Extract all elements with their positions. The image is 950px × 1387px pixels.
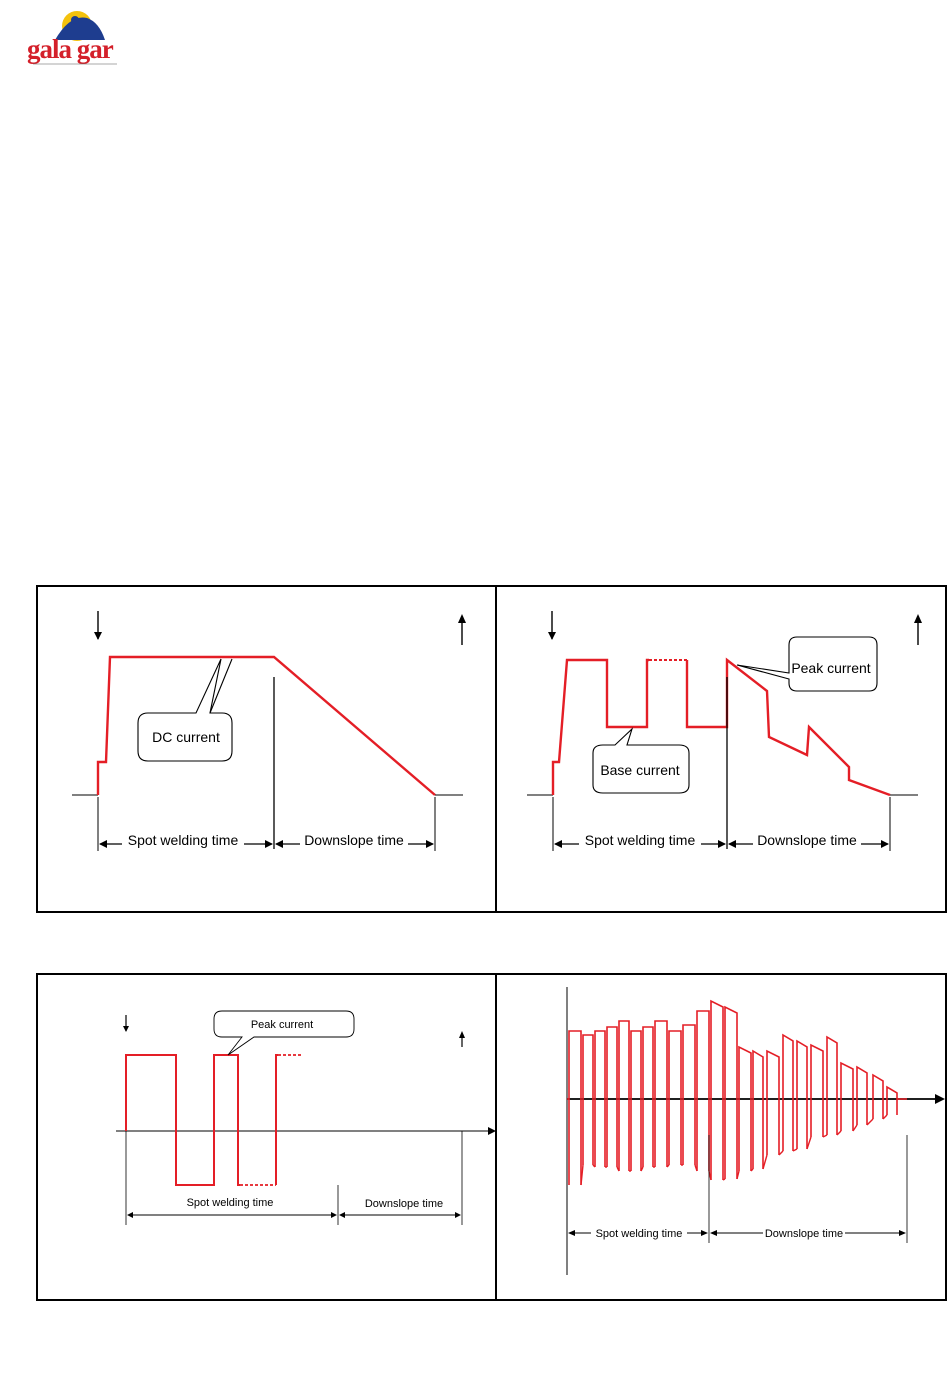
downslope-time-label: Downslope time [765,1228,843,1240]
base-current-callout: Base current [592,727,690,794]
panel-ac-spot: Spot welding time Downslope time Peak cu… [36,973,497,1301]
mix-current-segment [722,1178,726,1181]
ac-current-waveform-2 [275,1054,278,1185]
downslope-time-label: Downslope time [757,832,857,848]
mix-current-segment [792,1148,798,1152]
mix-current-waveform [567,999,907,1186]
mix-current-segment [882,1114,888,1120]
logo-text: gala gar [27,34,114,64]
mix-current-path [567,999,907,1185]
stop-arrow-icon [459,1031,465,1047]
start-arrow-icon [548,611,556,640]
start-arrow-icon [123,1015,129,1032]
mix-current-segment [806,1136,812,1150]
mix-current-segment [822,1134,828,1138]
pulsed-current-waveform [551,658,649,795]
dc-spot-diagram: Spot welding time Downslope time DC curr… [72,611,466,851]
ac-spot-diagram: Spot welding time Downslope time Peak cu… [116,1010,496,1225]
pulsed-spot-diagram: Spot welding time Downslope time Peak cu… [527,611,922,851]
spot-welding-time-label: Spot welding time [596,1228,683,1240]
start-arrow-icon [94,611,102,640]
mix-current-segment [736,1170,740,1180]
pulsed-current-waveform-2 [685,657,891,797]
spot-welding-time-label: Spot welding time [128,832,239,848]
mix-current-segment [778,1150,784,1156]
spot-welding-time-label: Spot welding time [187,1197,274,1209]
base-current-label: Base current [600,762,679,778]
ac-current-waveform [125,1054,240,1186]
mix-current-segment [836,1130,842,1136]
peak-current-label: Peak current [791,660,870,676]
mix-current-segment [640,1166,644,1172]
peak-current-label: Peak current [251,1019,313,1031]
mix-current-segment [694,1164,698,1172]
mix-current-segment [762,1154,768,1170]
downslope-time-label: Downslope time [365,1198,443,1210]
stop-arrow-icon [458,614,466,645]
downslope-time-label: Downslope time [304,832,404,848]
mix-current-segment [852,1124,858,1132]
mix-current-segment [866,1118,874,1126]
mix-spot-diagram: Spot welding time Downslope time [566,987,945,1275]
spot-welding-time-label: Spot welding time [585,832,696,848]
panel-pulsed-spot: Spot welding time Downslope time Peak cu… [495,585,947,913]
mix-current-segment [616,1166,620,1172]
mix-current-segment [750,1168,754,1172]
mix-current-segment [580,1164,584,1186]
dc-current-callout: DC current [137,658,233,762]
stop-arrow-icon [914,614,922,645]
dc-current-label: DC current [152,729,220,745]
peak-current-callout: Peak current [736,636,878,692]
mix-current-segment [592,1164,596,1168]
peak-current-callout: Peak current [213,1010,355,1056]
galagar-logo: gala gar [27,11,117,65]
panel-dc-spot: Spot welding time Downslope time DC curr… [36,585,497,913]
dc-current-waveform [96,655,436,796]
panel-mix-spot: Spot welding time Downslope time [495,973,947,1301]
mix-current-segment [666,1164,670,1168]
